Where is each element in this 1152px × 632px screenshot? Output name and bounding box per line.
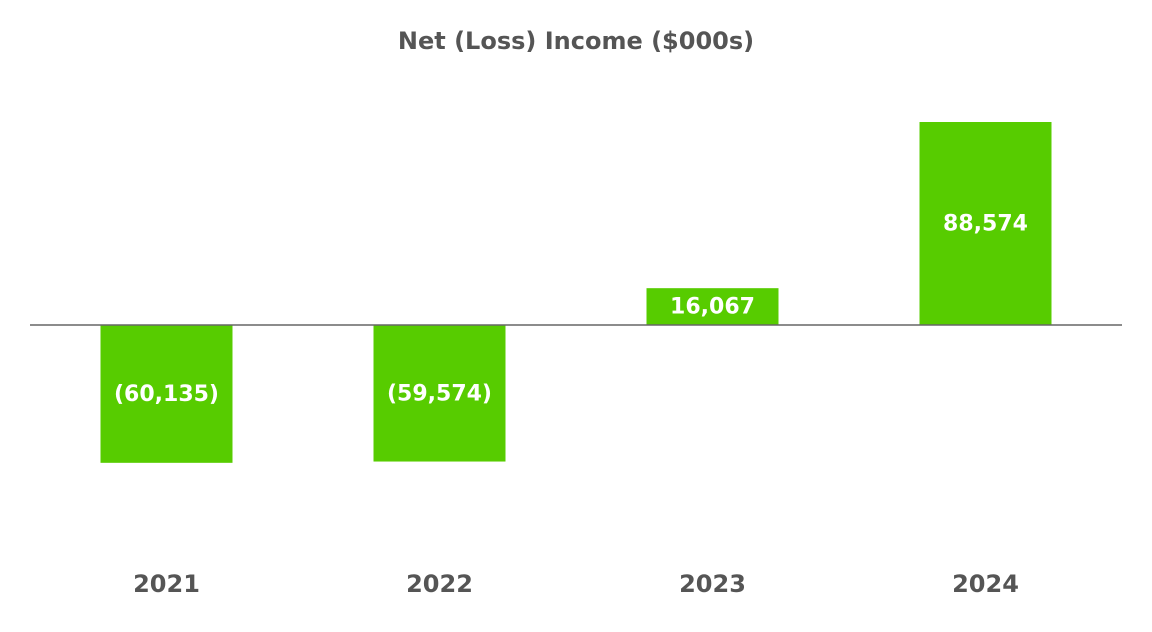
- value-label: (60,135): [114, 382, 219, 407]
- x-tick-label: 2022: [406, 570, 473, 598]
- bar: [646, 288, 779, 325]
- x-tick-label: 2021: [133, 570, 200, 598]
- bar: [919, 122, 1052, 325]
- value-label: 16,067: [670, 295, 755, 320]
- value-label: 88,574: [943, 212, 1028, 237]
- plot-area: (60,135) (59,574) 16,067 88,574: [100, 122, 1052, 463]
- bar: [373, 325, 506, 462]
- value-label: (59,574): [387, 381, 492, 406]
- bar: [100, 325, 233, 463]
- x-tick-label: 2024: [952, 570, 1019, 598]
- x-tick-label: 2023: [679, 570, 746, 598]
- chart-title: Net (Loss) Income ($000s): [398, 27, 754, 55]
